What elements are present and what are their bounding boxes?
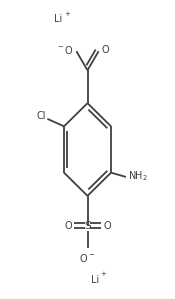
Text: $^-$O: $^-$O <box>56 44 74 56</box>
Text: +: + <box>101 271 107 277</box>
Text: S: S <box>84 221 91 231</box>
Text: Cl: Cl <box>36 112 46 121</box>
Text: O$^-$: O$^-$ <box>79 252 96 264</box>
Text: O: O <box>103 221 111 231</box>
Text: Li: Li <box>54 14 62 25</box>
Text: O: O <box>64 221 72 231</box>
Text: +: + <box>64 11 70 17</box>
Text: Li: Li <box>91 274 99 285</box>
Text: O: O <box>102 45 109 55</box>
Text: NH$_2$: NH$_2$ <box>128 170 148 183</box>
